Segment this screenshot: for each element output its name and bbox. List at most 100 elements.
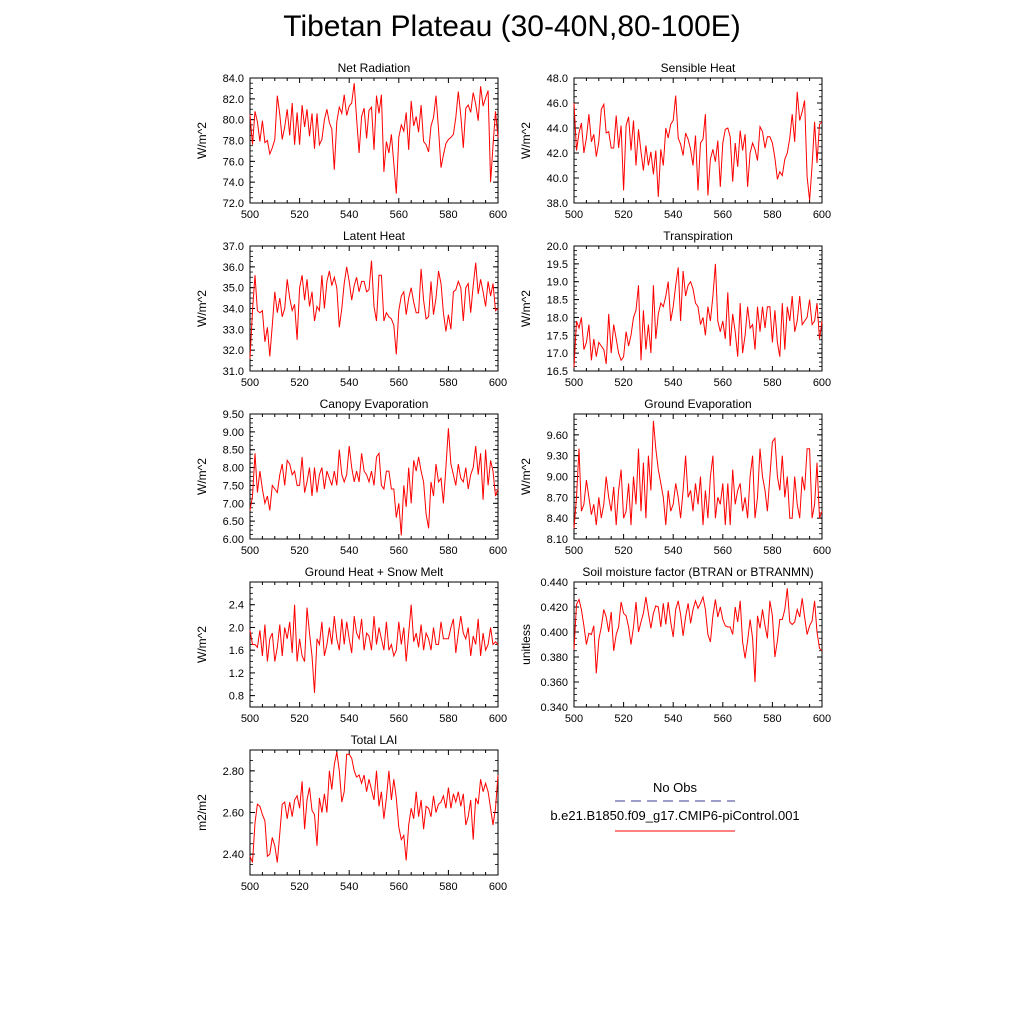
y-tick-label: 0.340	[540, 702, 568, 714]
y-tick-label: 78.0	[223, 136, 244, 148]
x-tick-label: 580	[439, 545, 457, 557]
y-tick-label: 0.440	[540, 577, 568, 589]
x-tick-label: 600	[489, 881, 507, 893]
plot-frame	[573, 413, 823, 540]
x-tick-label: 580	[439, 881, 457, 893]
chart-panel-4: Transpiration W/m^2 500 520 540 560 580 600 16.5…	[519, 229, 831, 389]
x-tick-label: 540	[340, 713, 358, 725]
x-tick-label: 580	[763, 545, 781, 557]
legend-entry-no-obs: No Obs	[653, 780, 698, 795]
x-tick-label: 560	[390, 209, 408, 221]
y-tick-label: 1.2	[229, 668, 244, 680]
x-tick-label: 600	[813, 209, 831, 221]
plot-frame	[573, 581, 823, 708]
y-tick-label: 19.0	[547, 277, 568, 289]
y-tick-label: 34.0	[223, 304, 244, 316]
x-tick-label: 560	[714, 377, 732, 389]
y-tick-label: 9.60	[547, 430, 568, 442]
y-tick-label: 37.0	[223, 241, 244, 253]
y-axis-label: W/m^2	[195, 122, 209, 159]
x-tick-label: 560	[714, 713, 732, 725]
y-tick-label: 42.0	[547, 148, 568, 160]
y-tick-label: 0.400	[540, 627, 568, 639]
y-tick-label: 6.50	[223, 516, 244, 528]
y-tick-label: 8.40	[547, 513, 568, 525]
x-tick-label: 580	[763, 713, 781, 725]
x-tick-label: 560	[390, 545, 408, 557]
y-tick-label: 9.00	[223, 427, 244, 439]
series-line	[249, 260, 499, 359]
series-line	[249, 752, 499, 863]
x-tick-label: 520	[290, 713, 308, 725]
x-tick-label: 560	[714, 209, 732, 221]
y-tick-label: 18.0	[547, 312, 568, 324]
y-tick-label: 20.0	[547, 241, 568, 253]
chart-title: Ground Evaporation	[644, 397, 751, 411]
y-tick-label: 9.50	[223, 409, 244, 421]
x-tick-label: 520	[290, 881, 308, 893]
x-tick-label: 600	[489, 713, 507, 725]
y-tick-label: 7.50	[223, 480, 244, 492]
y-tick-label: 76.0	[223, 156, 244, 168]
y-axis-label: unitless	[519, 624, 533, 665]
x-tick-label: 500	[241, 377, 259, 389]
y-tick-label: 82.0	[223, 94, 244, 106]
chart-title: Latent Heat	[343, 229, 406, 243]
x-tick-label: 500	[241, 881, 259, 893]
y-tick-label: 9.30	[547, 451, 568, 463]
chart-panel-5: Canopy Evaporation W/m^2 500 520 540 560 580 60…	[195, 397, 507, 557]
y-tick-label: 0.420	[540, 602, 568, 614]
x-tick-label: 580	[439, 377, 457, 389]
y-tick-label: 36.0	[223, 262, 244, 274]
x-tick-label: 560	[390, 881, 408, 893]
legend-entry-model: b.e21.B1850.f09_g17.CMIP6-piControl.001	[550, 808, 799, 823]
chart-panel-8: Soil moisture factor (BTRAN or BTRANMN) u…	[519, 565, 831, 725]
chart-panel-6: Ground Evaporation W/m^2 500 520 540 560 580 60…	[519, 397, 831, 557]
y-axis-label: W/m^2	[519, 290, 533, 327]
x-tick-label: 540	[340, 377, 358, 389]
y-tick-label: 40.0	[547, 173, 568, 185]
series-line	[573, 91, 823, 201]
x-tick-label: 540	[340, 881, 358, 893]
y-tick-label: 8.70	[547, 492, 568, 504]
x-tick-label: 540	[340, 545, 358, 557]
y-tick-label: 0.360	[540, 677, 568, 689]
y-tick-label: 6.00	[223, 534, 244, 546]
x-tick-label: 500	[565, 545, 583, 557]
x-tick-label: 500	[565, 377, 583, 389]
x-tick-label: 600	[489, 209, 507, 221]
y-tick-label: 72.0	[223, 198, 244, 210]
chart-panel-1: Net Radiation W/m^2 500 520 540 560 580 600 72.0…	[195, 61, 507, 221]
series-line	[249, 83, 499, 194]
y-axis-label: W/m^2	[195, 290, 209, 327]
x-tick-label: 540	[664, 377, 682, 389]
x-tick-label: 520	[614, 545, 632, 557]
chart-panel-7: Ground Heat + Snow Melt W/m^2 500 520 540 560…	[195, 565, 507, 725]
y-tick-label: 7.00	[223, 498, 244, 510]
y-axis-label: W/m^2	[519, 458, 533, 495]
y-tick-label: 0.8	[229, 691, 244, 703]
y-tick-label: 2.40	[223, 849, 244, 861]
y-tick-label: 35.0	[223, 283, 244, 295]
x-tick-label: 540	[664, 545, 682, 557]
x-tick-label: 540	[664, 713, 682, 725]
series-line	[573, 420, 823, 529]
x-tick-label: 600	[489, 545, 507, 557]
y-tick-label: 1.6	[229, 645, 244, 657]
y-tick-label: 32.0	[223, 345, 244, 357]
y-axis-label: m2/m2	[195, 794, 209, 831]
y-tick-label: 9.00	[547, 472, 568, 484]
series-line	[249, 428, 499, 536]
x-tick-label: 520	[290, 377, 308, 389]
chart-panel-2: Sensible Heat W/m^2 500 520 540 560 580 600 38.0…	[519, 61, 831, 221]
chart-title: Canopy Evaporation	[320, 397, 429, 411]
y-tick-label: 8.50	[223, 445, 244, 457]
y-tick-label: 80.0	[223, 115, 244, 127]
y-tick-label: 2.0	[229, 622, 244, 634]
y-tick-label: 48.0	[547, 73, 568, 85]
y-tick-label: 84.0	[223, 73, 244, 85]
x-tick-label: 520	[290, 545, 308, 557]
x-tick-label: 600	[489, 377, 507, 389]
series-line	[573, 263, 823, 368]
